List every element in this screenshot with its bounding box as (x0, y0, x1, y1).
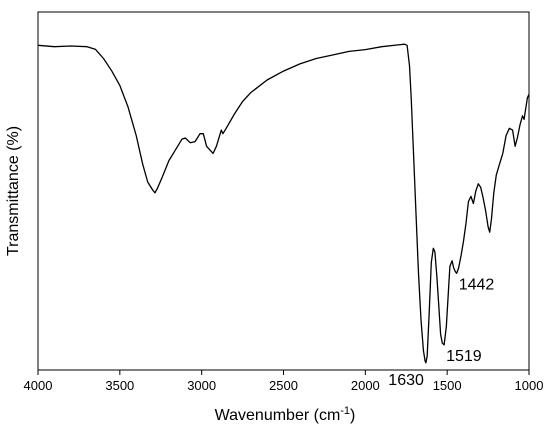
x-ticks: 4000 3500 3000 2500 2000 1500 1000 (24, 370, 544, 393)
x-tick-label: 3500 (105, 378, 134, 393)
x-tick-label: 2500 (269, 378, 298, 393)
plot-frame (37, 11, 530, 371)
peak-label: 1519 (446, 348, 482, 365)
peak-label: 1442 (459, 276, 495, 293)
x-axis-title: Wavenumber (cm-1) (215, 405, 356, 424)
peak-annotations: 1630 1519 1442 (388, 276, 494, 389)
spectrum-line (37, 43, 530, 364)
x-tick-label: 3000 (187, 378, 216, 393)
x-tick-label: 2000 (351, 378, 380, 393)
y-axis-title: Transmittance (%) (5, 126, 22, 256)
plot-area (37, 43, 530, 364)
peak-label: 1630 (388, 372, 424, 389)
x-tick-label: 4000 (24, 378, 53, 393)
x-tick-label: 1000 (515, 378, 544, 393)
x-tick-label: 1500 (433, 378, 462, 393)
